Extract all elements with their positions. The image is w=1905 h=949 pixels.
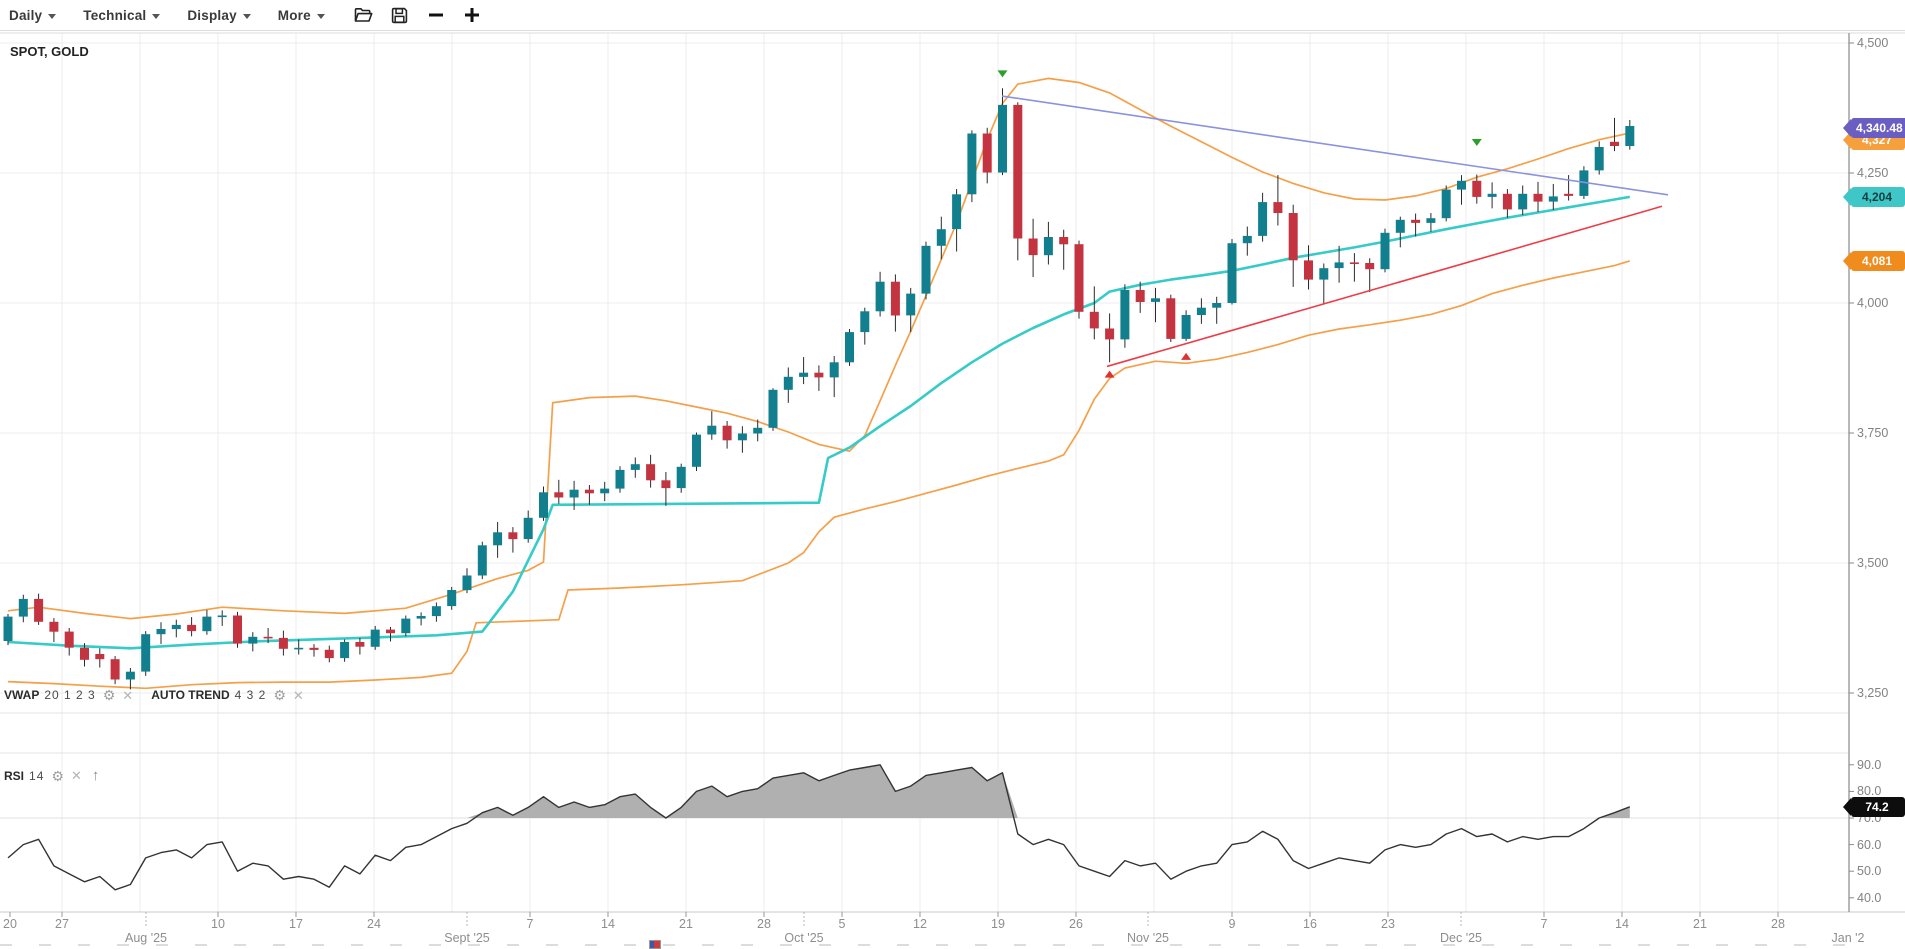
menu-daily-label: Daily bbox=[9, 7, 43, 23]
rsi-tick-label: 60.0 bbox=[1857, 837, 1882, 852]
date-week-label: 19 bbox=[991, 917, 1005, 931]
gear-icon[interactable]: ⚙ bbox=[102, 687, 116, 703]
price-tick-label: 3,500 bbox=[1857, 556, 1889, 570]
gear-icon[interactable]: ⚙ bbox=[51, 767, 64, 784]
zoom-in-icon[interactable] bbox=[460, 3, 484, 27]
badge-arrow-tip bbox=[1843, 798, 1851, 816]
symbol-label: SPOT, GOLD bbox=[10, 44, 89, 59]
date-month-label: Nov '25 bbox=[1127, 931, 1169, 945]
sell-signal-marker bbox=[1471, 138, 1482, 146]
close-icon[interactable]: ✕ bbox=[122, 687, 134, 703]
badge-value: 4,204 bbox=[1861, 190, 1893, 204]
price-tick-label: 3,750 bbox=[1857, 426, 1889, 440]
price-tick-label: 4,250 bbox=[1857, 166, 1889, 180]
zoom-out-icon[interactable] bbox=[424, 3, 448, 27]
open-folder-icon[interactable] bbox=[352, 3, 376, 27]
indicator-row-rsi: RSI 14 ⚙ ✕ ↑ bbox=[4, 768, 99, 783]
date-week-label: 12 bbox=[913, 917, 927, 931]
date-week-label: 10 bbox=[211, 917, 225, 931]
badge-value: 4,340.48 bbox=[1856, 121, 1903, 135]
date-week-label: 21 bbox=[1693, 917, 1707, 931]
badge-value: 4,081 bbox=[1861, 254, 1893, 268]
close-icon[interactable]: ✕ bbox=[292, 687, 304, 703]
badge-arrow-tip bbox=[1843, 188, 1851, 206]
auto-trend-indicator-params: 4 3 2 bbox=[234, 688, 267, 702]
date-week-label: 5 bbox=[838, 917, 846, 931]
date-week-label: 21 bbox=[679, 917, 693, 931]
badge-value: 74.2 bbox=[1865, 800, 1889, 814]
move-panel-up-icon[interactable]: ↑ bbox=[91, 767, 100, 784]
gear-icon[interactable]: ⚙ bbox=[273, 687, 286, 703]
rsi-tick-label: 50.0 bbox=[1857, 864, 1882, 879]
chevron-down-icon bbox=[316, 13, 325, 19]
date-week-label: 28 bbox=[1771, 917, 1785, 931]
toolbar: Daily Technical Display More bbox=[0, 0, 1905, 31]
menu-more-label: More bbox=[277, 7, 311, 23]
price-tick-label: 3,250 bbox=[1857, 686, 1889, 700]
axis-badge-rsi-value: 74.2 bbox=[1843, 797, 1905, 817]
date-month-label: Dec '25 bbox=[1440, 931, 1482, 945]
close-icon[interactable]: ✕ bbox=[70, 768, 82, 783]
date-week-label: 26 bbox=[1069, 917, 1083, 931]
rsi-indicator-params: 14 bbox=[29, 768, 45, 783]
axis-badge-vwap-value: 4,204 bbox=[1843, 187, 1905, 207]
date-week-label: 7 bbox=[526, 917, 534, 931]
badge-arrow-tip bbox=[1843, 131, 1851, 149]
date-month-label: Sept '25 bbox=[444, 931, 490, 945]
price-tick-label: 4,500 bbox=[1857, 36, 1889, 50]
rsi-tick-label: 80.0 bbox=[1857, 784, 1882, 799]
date-month-label: Aug '25 bbox=[124, 931, 168, 945]
menu-daily[interactable]: Daily bbox=[9, 7, 57, 23]
auto-trend-indicator-label: AUTO TREND bbox=[151, 688, 230, 702]
indicator-row-vwap: VWAP 20 1 2 3 ⚙ ✕ AUTO TREND 4 3 2 ⚙ ✕ bbox=[4, 688, 304, 702]
chevron-down-icon bbox=[152, 13, 161, 19]
date-week-label: 14 bbox=[1615, 917, 1629, 931]
price-tick-label: 4,000 bbox=[1857, 296, 1889, 310]
date-week-label: 28 bbox=[757, 917, 771, 931]
rsi-indicator-label: RSI bbox=[4, 768, 25, 783]
rsi-tick-label: 40.0 bbox=[1857, 890, 1882, 905]
axis-badge-last-price: 4,340.48 bbox=[1843, 118, 1905, 138]
axis-badge-lower-band: 4,081 bbox=[1843, 251, 1905, 271]
date-week-label: 7 bbox=[1540, 917, 1548, 931]
save-icon[interactable] bbox=[388, 3, 412, 27]
chevron-down-icon bbox=[48, 13, 57, 19]
scroll-strip[interactable] bbox=[0, 944, 1849, 946]
date-week-label: 16 bbox=[1303, 917, 1317, 931]
date-week-label: 20 bbox=[3, 917, 17, 931]
menu-display[interactable]: Display bbox=[187, 7, 251, 23]
vwap-indicator-params: 20 1 2 3 bbox=[44, 688, 96, 702]
buy-signal-marker bbox=[1104, 370, 1115, 378]
date-week-label: 27 bbox=[55, 917, 69, 931]
rsi-tick-label: 90.0 bbox=[1857, 757, 1882, 772]
date-week-label: 23 bbox=[1381, 917, 1395, 931]
vwap-indicator-label: VWAP bbox=[4, 688, 40, 702]
menu-more[interactable]: More bbox=[278, 8, 325, 23]
menu-display-label: Display bbox=[187, 7, 237, 23]
date-week-label: 24 bbox=[367, 917, 381, 931]
chevron-down-icon bbox=[242, 13, 251, 19]
date-week-label: 14 bbox=[601, 917, 615, 931]
date-month-label: Oct '25 bbox=[784, 931, 824, 945]
menu-technical-label: Technical bbox=[83, 7, 147, 23]
date-week-label: 9 bbox=[1228, 917, 1236, 931]
sell-signal-marker bbox=[997, 70, 1008, 78]
menu-technical[interactable]: Technical bbox=[83, 7, 161, 23]
date-week-label: 17 bbox=[289, 917, 303, 931]
badge-arrow-tip bbox=[1843, 119, 1851, 137]
date-month-label: Jan '2 bbox=[1831, 931, 1865, 945]
badge-arrow-tip bbox=[1843, 252, 1851, 270]
buy-signal-marker bbox=[1181, 352, 1192, 360]
